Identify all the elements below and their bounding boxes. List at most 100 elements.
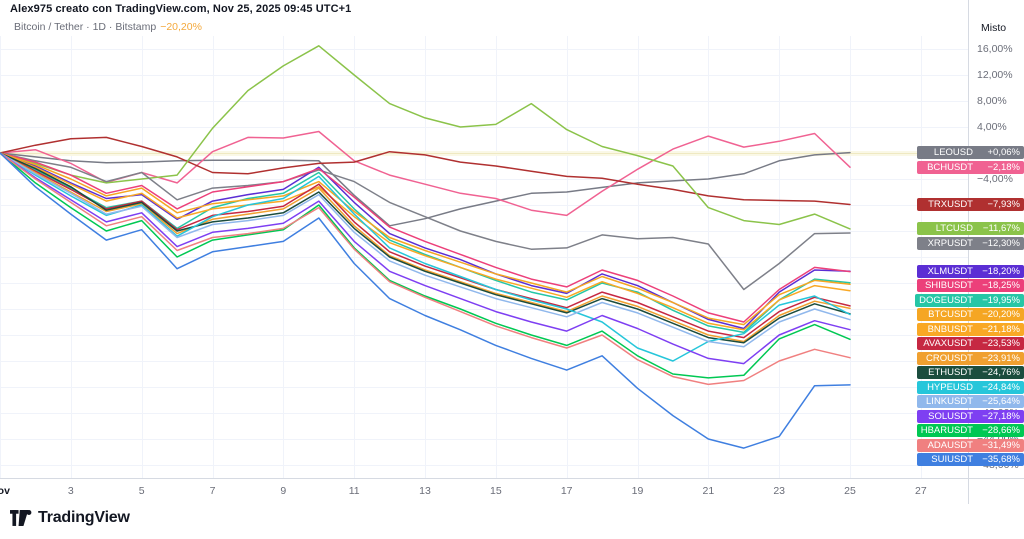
series-label-value: −12,30% [977, 236, 1024, 250]
series-label-symbol: TRXUSDT [917, 198, 977, 212]
series-line [0, 152, 851, 449]
series-layer [0, 45, 851, 449]
series-label-value: −18,25% [977, 279, 1024, 293]
series-label-symbol: BCHUSDT [917, 160, 977, 174]
series-label-value: −27,18% [977, 409, 1024, 423]
series-label-symbol: SOLUSDT [917, 409, 977, 423]
gridline-vertical [850, 36, 851, 478]
gridline-horizontal [0, 361, 968, 362]
time-axis-tick: 7 [209, 485, 216, 497]
attribution-text: Alex975 creato con TradingView.com, Nov … [10, 3, 352, 15]
series-line [0, 152, 851, 339]
tradingview-logo-icon [10, 510, 32, 526]
series-price-label[interactable]: TRXUSDT −7,93% [917, 198, 1024, 212]
chart-plot-area[interactable] [0, 36, 968, 478]
time-axis-tick: 25 [844, 485, 856, 497]
series-price-label[interactable]: DOGEUSDT −19,95% [915, 293, 1024, 307]
series-label-symbol: CROUSDT [917, 351, 977, 365]
tradingview-logo[interactable]: TradingView [10, 509, 130, 527]
series-price-label[interactable]: BTCUSDT −20,20% [917, 308, 1024, 322]
gridline-vertical [283, 36, 284, 478]
gridline-vertical [567, 36, 568, 478]
series-label-value: −35,68% [977, 453, 1024, 467]
symbol-description: Bitcoin / Tether · 1D · Bitstamp [14, 21, 157, 33]
series-label-symbol: SHIBUSDT [917, 279, 977, 293]
series-label-value: −24,84% [977, 380, 1024, 394]
series-label-symbol: LINKUSDT [917, 395, 977, 409]
time-axis-tick: 19 [631, 485, 644, 497]
gridline-vertical [921, 36, 922, 478]
gridline-horizontal [0, 387, 968, 388]
series-label-symbol: ETHUSDT [917, 366, 977, 380]
series-price-label[interactable]: AVAXUSDT −23,53% [917, 337, 1024, 351]
time-axis-tick: Nov [0, 485, 10, 497]
series-line [0, 152, 851, 291]
series-price-label[interactable]: LTCUSD −11,67% [917, 222, 1024, 236]
series-label-value: −23,53% [977, 337, 1024, 351]
series-line [0, 130, 851, 217]
time-axis-tick: 23 [773, 485, 785, 497]
axis-corner-divider [968, 478, 969, 504]
time-axis-tick: 15 [489, 485, 502, 497]
series-line [0, 152, 851, 330]
gridline-horizontal [0, 413, 968, 414]
gridline-vertical [0, 36, 1, 478]
series-label-value: −7,93% [977, 198, 1024, 212]
gridline-vertical [354, 36, 355, 478]
series-price-label[interactable]: CROUSDT −23,91% [917, 351, 1024, 365]
gridline-vertical [425, 36, 426, 478]
series-label-symbol: ADAUSDT [917, 438, 977, 452]
gridline-horizontal [0, 465, 968, 466]
gridline-vertical [779, 36, 780, 478]
price-axis-tick: 4,00% [977, 121, 1007, 133]
series-label-symbol: HBARUSDT [916, 424, 977, 438]
series-price-label[interactable]: HBARUSDT −28,66% [916, 424, 1024, 438]
series-label-value: −21,18% [977, 322, 1024, 336]
series-line [0, 152, 851, 343]
time-axis-tick: 5 [138, 485, 145, 497]
series-label-value: +0,06% [977, 146, 1024, 160]
series-price-label[interactable]: BCHUSDT −2,18% [917, 160, 1024, 174]
price-axis-tick: 8,00% [977, 95, 1007, 107]
baseline-zero-line [0, 153, 968, 154]
time-axis-tick: 21 [702, 485, 715, 497]
time-axis-tick: 9 [280, 485, 287, 497]
time-axis-tick: 27 [914, 485, 927, 497]
gridline-horizontal [0, 439, 968, 440]
series-label-symbol: XLMUSDT [917, 264, 977, 278]
gridline-horizontal [0, 231, 968, 232]
series-price-label[interactable]: HYPEUSD −24,84% [917, 380, 1024, 394]
gridline-horizontal [0, 335, 968, 336]
series-price-label[interactable]: ETHUSDT −24,76% [917, 366, 1024, 380]
gridline-vertical [708, 36, 709, 478]
series-label-symbol: AVAXUSDT [917, 337, 977, 351]
series-price-label[interactable]: BNBUSDT −21,18% [917, 322, 1024, 336]
series-price-label[interactable]: XRPUSDT −12,30% [917, 236, 1024, 250]
gridline-horizontal [0, 257, 968, 258]
gridline-vertical [142, 36, 143, 478]
time-axis[interactable]: Nov 3 5 7 9 11 13 15 17 19 21 23 25 27 [0, 478, 1024, 505]
series-price-label[interactable]: LINKUSDT −25,64% [917, 395, 1024, 409]
gridline-horizontal [0, 179, 968, 180]
series-price-label[interactable]: SOLUSDT −27,18% [917, 409, 1024, 423]
series-price-label[interactable]: SHIBUSDT −18,25% [917, 279, 1024, 293]
gridline-horizontal [0, 309, 968, 310]
series-line [0, 152, 851, 326]
symbol-change-percent: −20,20% [160, 21, 202, 33]
series-price-label[interactable]: XLMUSDT −18,20% [917, 264, 1024, 278]
series-line [0, 151, 851, 227]
time-axis-tick: 17 [560, 485, 573, 497]
tradingview-logo-text: TradingView [38, 509, 130, 526]
gridline-horizontal [0, 101, 968, 102]
gridline-vertical [638, 36, 639, 478]
series-label-symbol: BTCUSDT [917, 308, 977, 322]
series-price-label[interactable]: SUIUSDT −35,68% [917, 453, 1024, 467]
series-label-value: −28,66% [977, 424, 1024, 438]
series-line [0, 152, 851, 386]
series-line [0, 152, 851, 379]
series-label-value: −20,20% [977, 308, 1024, 322]
series-price-label[interactable]: LEOUSD +0,06% [917, 146, 1024, 160]
series-price-label[interactable]: ADAUSDT −31,49% [917, 438, 1024, 452]
series-line [0, 152, 851, 365]
